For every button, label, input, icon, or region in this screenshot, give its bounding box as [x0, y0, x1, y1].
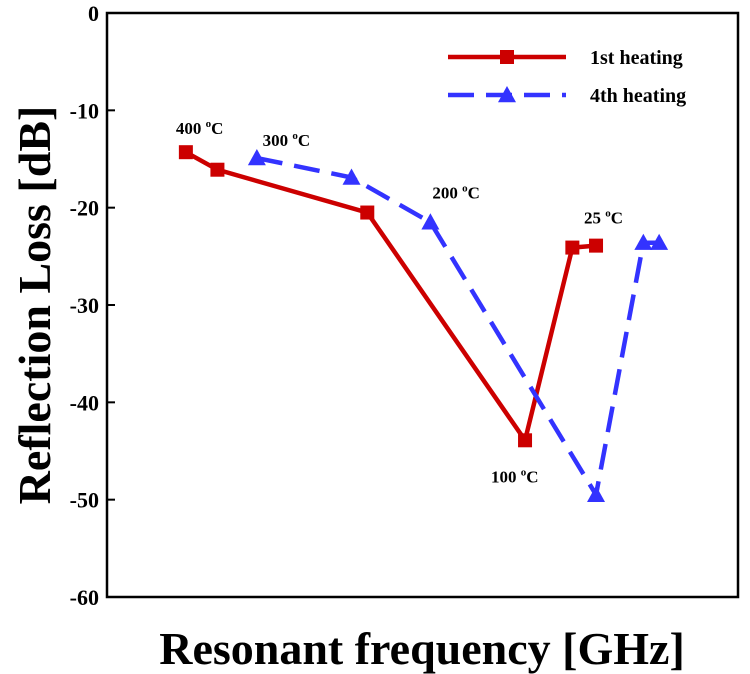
legend-marker	[500, 50, 514, 64]
y-tick-label: -30	[70, 293, 99, 318]
annotation-layer: 400 oC 300 oC 200 oC 100 oC 25 oC	[176, 118, 623, 486]
legend: 1st heating 4th heating	[448, 47, 686, 107]
temperature-annotation: 400 oC	[176, 118, 224, 138]
data-point	[587, 485, 606, 502]
y-tick-label: 0	[88, 1, 99, 26]
temperature-annotation: 300 oC	[263, 130, 311, 150]
data-point	[342, 168, 361, 185]
data-point	[210, 162, 225, 177]
y-tick-label: -20	[70, 196, 99, 221]
temperature-annotation: 200 oC	[432, 182, 480, 202]
legend-entry-2: 4th heating	[448, 85, 686, 107]
data-point	[565, 240, 580, 255]
y-tick-label: -40	[70, 390, 99, 415]
legend-entry-1: 1st heating	[448, 47, 683, 69]
data-point	[247, 149, 266, 166]
data-point	[178, 145, 193, 160]
data-point	[360, 205, 375, 220]
series-layer	[178, 145, 669, 502]
y-axis-title: Reflection Loss [dB]	[9, 106, 60, 505]
x-axis-title: Resonant frequency [GHz]	[159, 623, 685, 674]
y-tick-label: -50	[70, 488, 99, 513]
data-point	[421, 213, 440, 230]
legend-label: 1st heating	[590, 47, 683, 69]
series-1	[178, 145, 604, 448]
temperature-annotation: 25 oC	[584, 208, 623, 228]
y-axis-ticks: 0 -10 -20 -30 -40 -50 -60	[70, 1, 115, 610]
data-point	[589, 238, 604, 253]
data-point	[634, 233, 653, 250]
series-2	[247, 149, 669, 502]
y-tick-label: -60	[70, 585, 99, 610]
data-point	[650, 233, 669, 250]
temperature-annotation: 100 oC	[491, 466, 539, 486]
y-tick-label: -10	[70, 98, 99, 123]
legend-label: 4th heating	[590, 85, 686, 107]
data-point	[518, 433, 533, 448]
legend-marker	[498, 86, 516, 103]
